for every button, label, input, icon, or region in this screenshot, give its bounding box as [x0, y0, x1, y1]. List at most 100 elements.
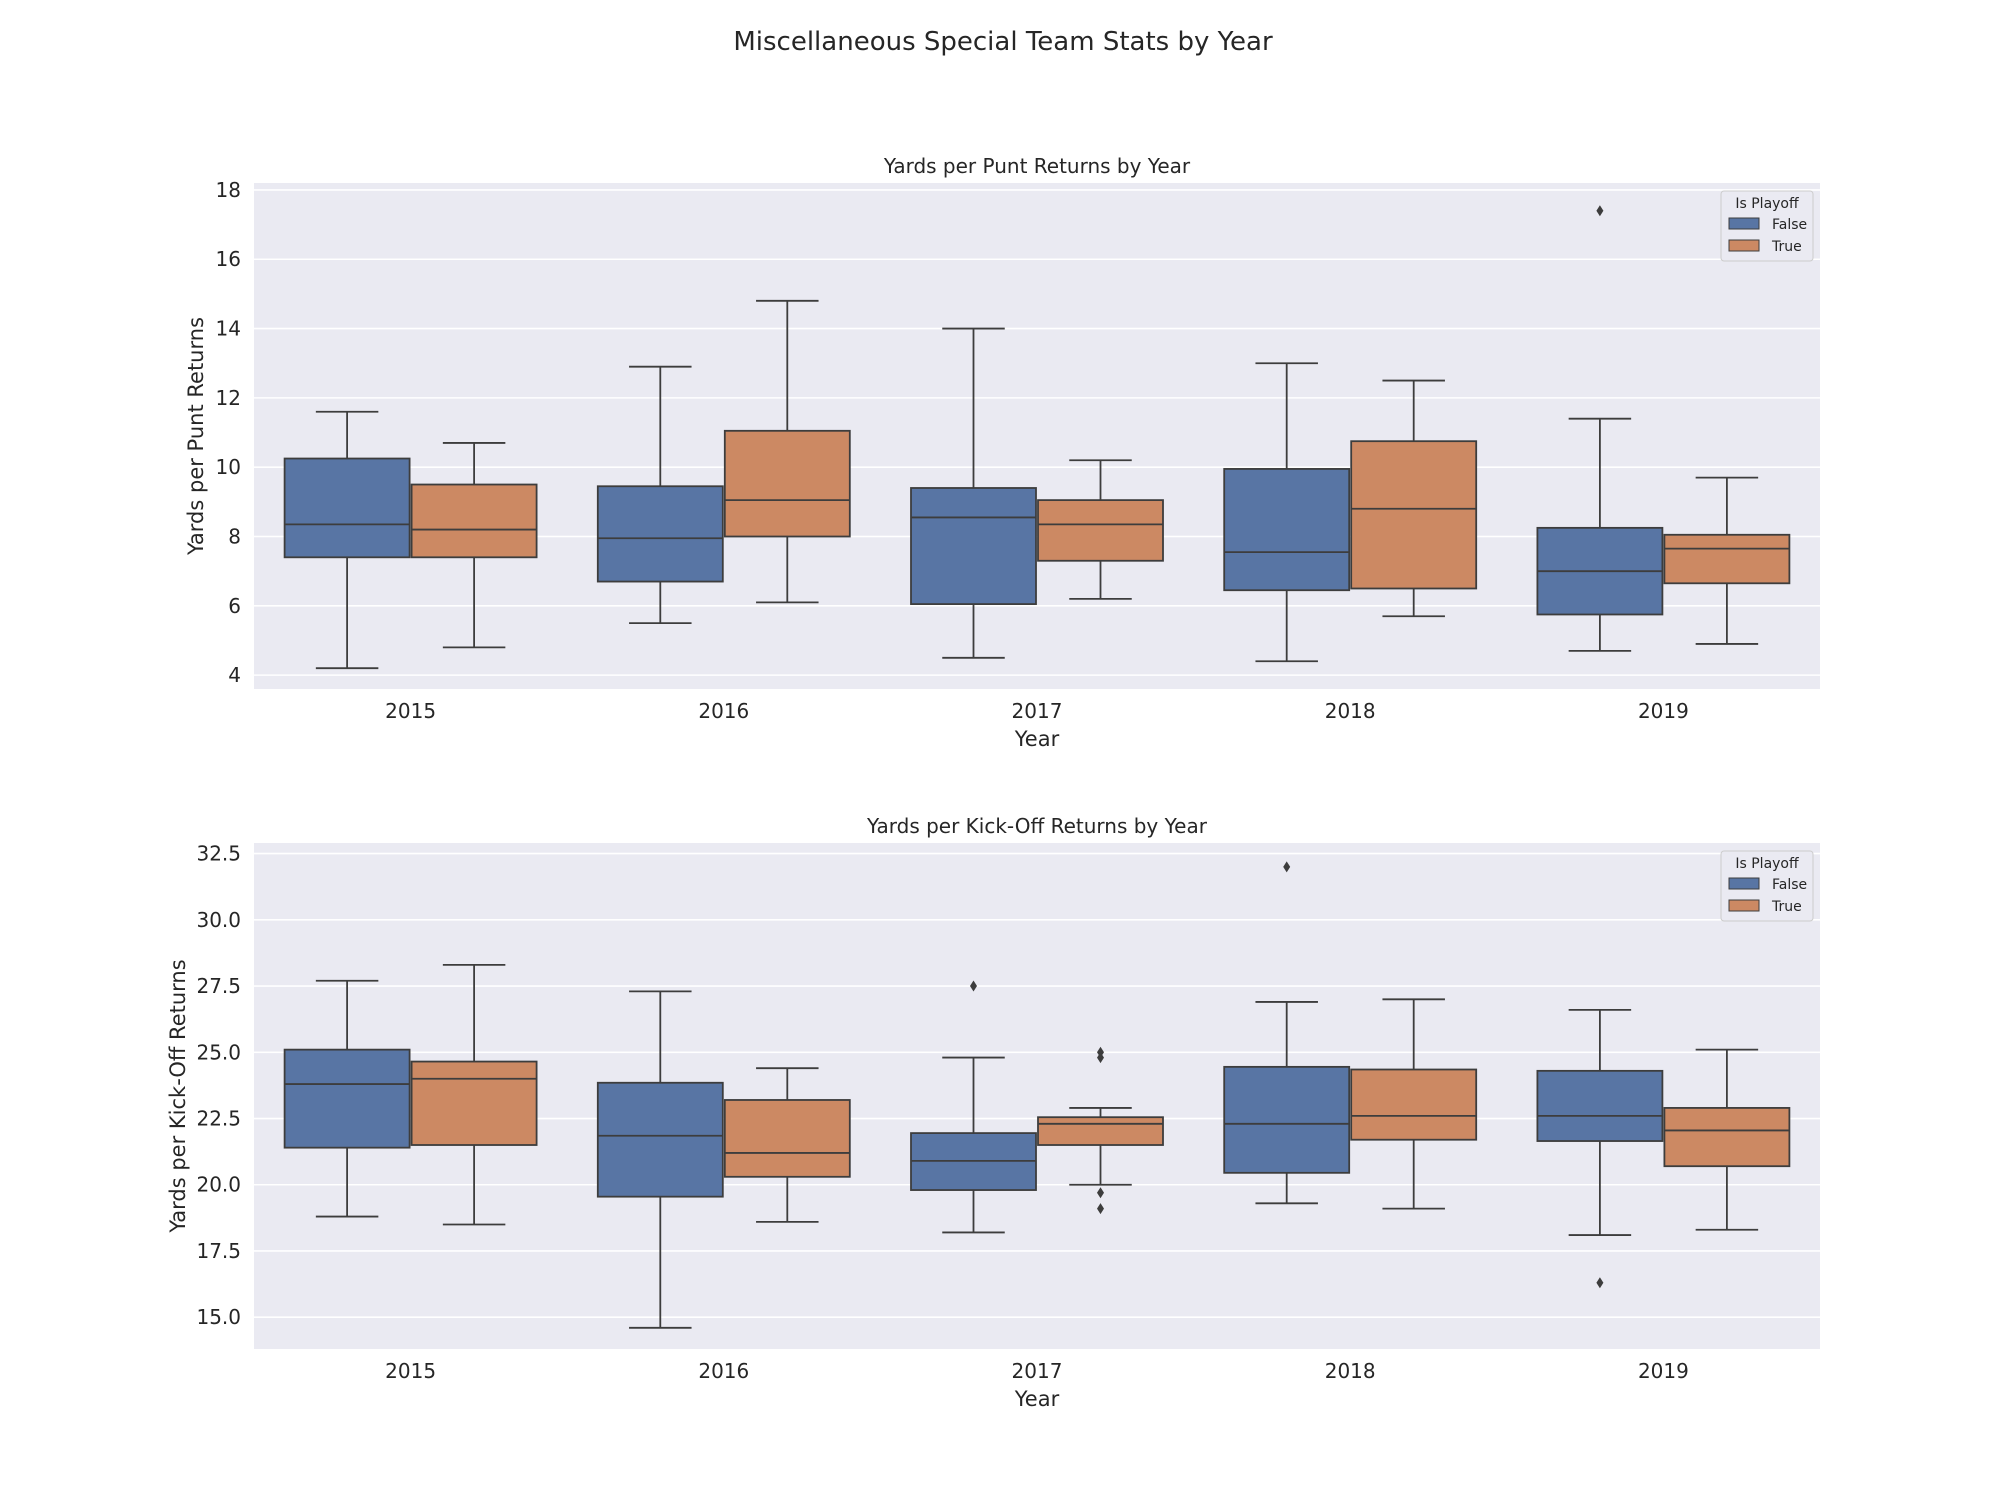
punt-y-tick-label: 12 [216, 386, 241, 410]
punt-legend-swatch-false [1728, 217, 1760, 230]
punt-legend-label-true: True [1771, 239, 1802, 255]
outlier-point [1283, 861, 1291, 873]
punt-y-tick-label: 8 [228, 525, 241, 549]
iqr-box [283, 457, 411, 559]
kickoff-returns-panel: 15.017.520.022.525.027.530.032.5 2015 201… [166, 814, 1820, 1411]
punt-x-ticks: 2015 2016 2017 2018 2019 [385, 699, 1689, 723]
kickoff-legend: Is Playoff False True [1720, 850, 1814, 922]
kickoff-x-tick-label: 2017 [1012, 1359, 1063, 1383]
kickoff-x-tick-label: 2019 [1638, 1359, 1689, 1383]
punt-returns-panel: 4 6 8 10 12 14 16 18 2015 2016 2017 2018 2019 Yards… [184, 154, 1820, 751]
punt-y-tick-label: 4 [228, 663, 241, 687]
punt-x-tick-label: 2015 [385, 699, 436, 723]
iqr-box [1223, 468, 1351, 592]
kickoff-box-2017-true [1037, 1046, 1164, 1215]
punt-y-tick-label: 14 [216, 317, 241, 341]
outlier-point [1596, 1277, 1604, 1289]
kickoff-box-marks [283, 861, 1791, 1329]
punt-box-2017-false [910, 327, 1037, 659]
iqr-box [1350, 1068, 1478, 1141]
iqr-box [1037, 499, 1164, 562]
kickoff-x-axis-label: Year [1014, 1387, 1060, 1411]
kickoff-box-2015-false [283, 979, 411, 1218]
iqr-box [410, 483, 538, 559]
kickoff-y-axis-label: Yards per Kick-Off Returns [166, 959, 190, 1233]
punt-y-ticks: 4 6 8 10 12 14 16 18 [216, 178, 241, 687]
iqr-box [1037, 1116, 1164, 1146]
kickoff-legend-label-false: False [1772, 877, 1807, 893]
kickoff-legend-swatch-false [1728, 877, 1760, 890]
punt-box-2017-true [1037, 459, 1164, 600]
outlier-point [1097, 1187, 1104, 1199]
punt-legend-swatch-true [1728, 239, 1760, 252]
outlier-point [1596, 205, 1604, 217]
kickoff-box-2016-true [723, 1067, 851, 1223]
punt-box-2015-false [283, 410, 411, 670]
kickoff-x-ticks: 2015 2016 2017 2018 2019 [385, 1359, 1689, 1383]
punt-box-2016-true [723, 299, 851, 604]
kickoff-x-tick-label: 2018 [1325, 1359, 1376, 1383]
punt-x-tick-label: 2016 [698, 699, 749, 723]
figure-title: Miscellaneous Special Team Stats by Year [733, 27, 1273, 57]
punt-y-tick-label: 18 [216, 178, 241, 202]
kickoff-y-tick-label: 17.5 [196, 1239, 241, 1263]
iqr-box [1536, 1069, 1664, 1142]
kickoff-legend-swatch-true [1728, 899, 1760, 912]
punt-box-2018-true [1350, 379, 1478, 618]
iqr-box [596, 485, 724, 583]
punt-y-tick-label: 6 [228, 594, 241, 618]
kickoff-chart-title: Yards per Kick-Off Returns by Year [866, 814, 1208, 838]
punt-box-marks [283, 205, 1791, 670]
punt-box-2016-false [596, 365, 724, 625]
iqr-box [596, 1081, 724, 1198]
kickoff-box-2019-true [1663, 1048, 1791, 1231]
punt-x-tick-label: 2018 [1325, 699, 1376, 723]
punt-chart-title: Yards per Punt Returns by Year [883, 154, 1191, 178]
punt-x-tick-label: 2017 [1012, 699, 1063, 723]
kickoff-x-tick-label: 2015 [385, 1359, 436, 1383]
kickoff-legend-label-true: True [1771, 899, 1802, 915]
kickoff-y-tick-label: 25.0 [196, 1040, 241, 1064]
kickoff-legend-title: Is Playoff [1735, 856, 1799, 872]
outlier-point [1097, 1052, 1104, 1064]
punt-x-axis-label: Year [1014, 727, 1060, 751]
iqr-box [1663, 1107, 1791, 1168]
kickoff-y-tick-label: 20.0 [196, 1173, 241, 1197]
punt-box-2019-true [1663, 476, 1791, 645]
kickoff-y-tick-label: 27.5 [196, 974, 241, 998]
iqr-box [910, 487, 1037, 605]
kickoff-x-tick-label: 2016 [698, 1359, 749, 1383]
kickoff-box-2016-false [596, 990, 724, 1329]
punt-legend-title: Is Playoff [1735, 196, 1799, 212]
kickoff-y-tick-label: 30.0 [196, 908, 241, 932]
punt-legend-label-false: False [1772, 217, 1807, 233]
iqr-box [410, 1060, 538, 1146]
punt-legend: Is Playoff False True [1720, 190, 1814, 262]
iqr-box [723, 1099, 851, 1178]
kickoff-y-ticks: 15.0 17.5 20.0 22.5 25.0 27.5 30.0 32.5 [196, 842, 241, 1330]
iqr-box [283, 1048, 411, 1149]
punt-y-tick-label: 16 [216, 247, 241, 271]
iqr-box [1350, 440, 1478, 590]
iqr-box [1663, 533, 1791, 585]
punt-box-2019-false [1536, 205, 1664, 652]
outlier-point [1097, 1203, 1104, 1215]
punt-box-2018-false [1223, 362, 1351, 663]
outlier-point [970, 980, 977, 992]
punt-y-axis-label: Yards per Punt Returns [184, 317, 208, 556]
kickoff-box-2017-false [910, 980, 1037, 1234]
punt-gridlines [254, 189, 1820, 676]
kickoff-y-tick-label: 22.5 [196, 1107, 241, 1131]
kickoff-box-2019-false [1536, 1009, 1664, 1289]
punt-box-2015-true [410, 442, 538, 649]
kickoff-y-tick-label: 32.5 [196, 842, 241, 866]
iqr-box [723, 429, 851, 538]
iqr-box [1223, 1065, 1351, 1174]
kickoff-box-2018-true [1350, 998, 1478, 1210]
kickoff-y-tick-label: 15.0 [196, 1305, 241, 1329]
punt-y-tick-label: 10 [216, 455, 241, 479]
kickoff-box-2018-false [1223, 861, 1351, 1205]
punt-x-tick-label: 2019 [1638, 699, 1689, 723]
kickoff-box-2015-true [410, 963, 538, 1226]
